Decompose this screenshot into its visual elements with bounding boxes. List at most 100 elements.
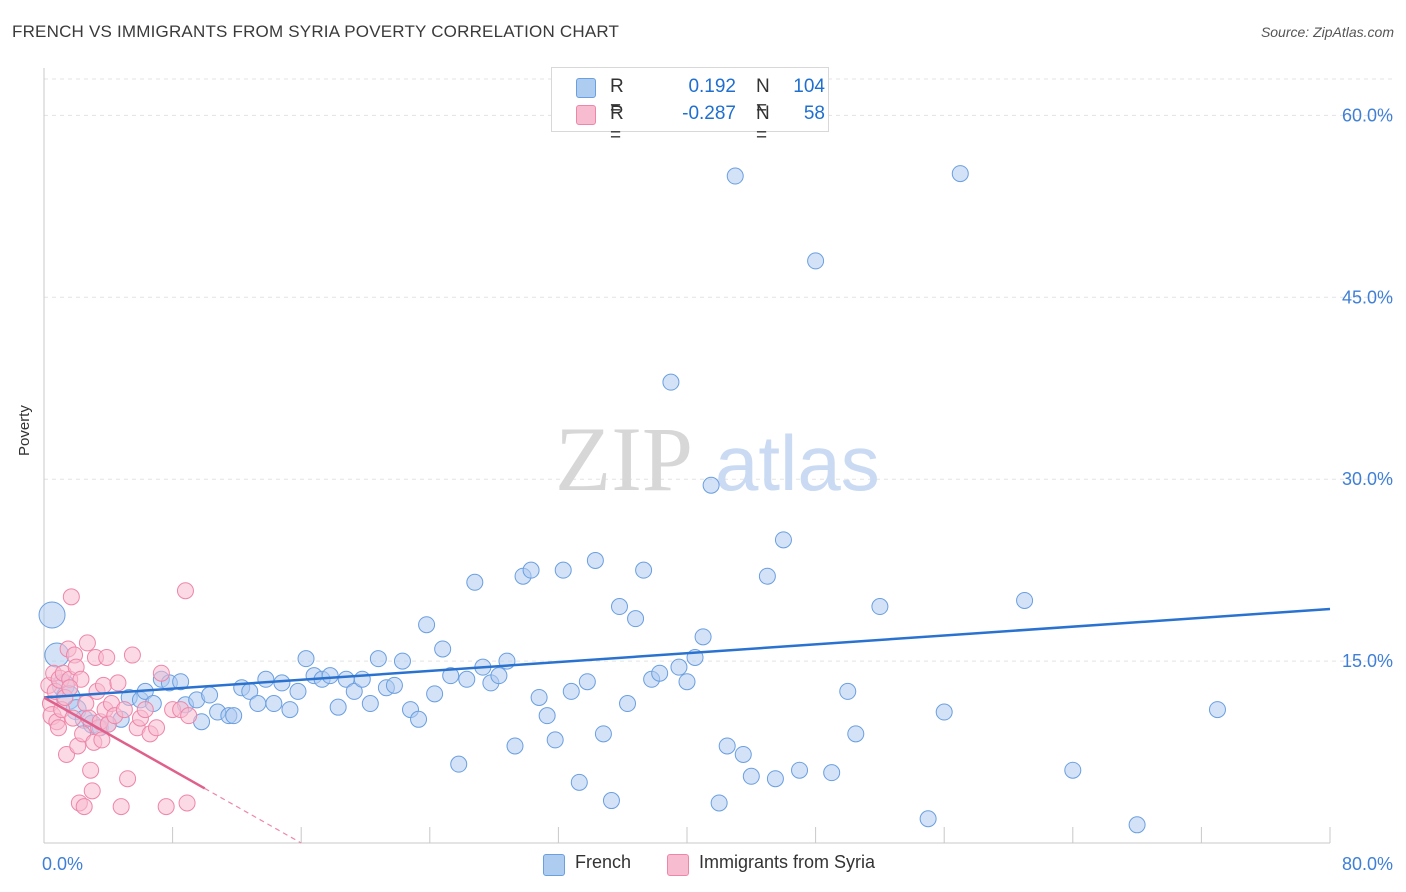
french-point xyxy=(393,652,411,670)
watermark: ZIP atlas xyxy=(555,408,880,510)
y-tick-label: 60.0% xyxy=(1342,105,1393,125)
french-point xyxy=(361,695,379,713)
r-label: R = xyxy=(610,76,624,119)
french-swatch xyxy=(543,854,565,876)
french-point xyxy=(321,667,339,685)
legend-label-syria: Immigrants from Syria xyxy=(699,852,876,872)
syria-point xyxy=(178,794,196,812)
french-point xyxy=(578,673,596,691)
y-tick-label: 15.0% xyxy=(1342,651,1393,671)
french-point xyxy=(847,725,865,743)
french-point xyxy=(530,688,548,706)
french-point xyxy=(434,640,452,658)
french-point xyxy=(586,551,604,569)
syria-point xyxy=(123,646,141,664)
french-point xyxy=(1016,591,1034,609)
french-point xyxy=(418,616,436,634)
french-point xyxy=(651,664,669,682)
french-point xyxy=(554,561,572,579)
french-point xyxy=(774,531,792,549)
french-point xyxy=(249,695,267,713)
syria-point xyxy=(112,798,130,816)
r-label: R = xyxy=(610,103,624,146)
french-point xyxy=(466,573,484,591)
syria-point xyxy=(72,670,90,688)
french-point xyxy=(718,737,736,755)
syria-point xyxy=(82,761,100,779)
source-credit: Source: ZipAtlas.com xyxy=(1260,24,1394,40)
syria-point xyxy=(157,798,175,816)
syria-point xyxy=(152,664,170,682)
french-point xyxy=(951,165,969,183)
syria-point xyxy=(180,707,198,725)
french-point xyxy=(281,701,299,719)
tick-labels: 15.0% 30.0% 45.0% 60.0% 0.0% 80.0% xyxy=(42,105,1393,874)
x-tick-label: 80.0% xyxy=(1342,854,1393,874)
french-point xyxy=(329,698,347,716)
french-point xyxy=(442,667,460,685)
french-point xyxy=(1064,761,1082,779)
syria-swatch xyxy=(667,854,689,876)
x-tick-label: 0.0% xyxy=(42,854,83,874)
french-point xyxy=(694,628,712,646)
french-point xyxy=(627,610,645,628)
french-point xyxy=(458,670,476,688)
french-point xyxy=(546,731,564,749)
french-point xyxy=(726,167,744,185)
french-point xyxy=(662,373,680,391)
french-point xyxy=(791,761,809,779)
legend-label-french: French xyxy=(575,852,632,872)
french-point xyxy=(385,676,403,694)
r-value: -0.287 xyxy=(682,103,736,124)
correlation-legend: R = 0.192 N = 104 R = -0.287 N = 58 xyxy=(551,67,829,146)
french-point xyxy=(919,810,937,828)
french-point xyxy=(670,658,688,676)
french-point xyxy=(734,745,752,763)
french-point xyxy=(1128,816,1146,834)
french-point xyxy=(823,764,841,782)
syria-point xyxy=(136,701,154,719)
syria-point xyxy=(61,679,79,697)
french-point xyxy=(935,703,953,721)
syria-point xyxy=(98,648,116,666)
y-axis-label: Poverty xyxy=(16,405,33,456)
syria-point xyxy=(75,798,93,816)
syria-swatch xyxy=(576,105,596,125)
french-point xyxy=(710,794,728,812)
n-label: N = xyxy=(756,103,770,146)
french-point xyxy=(273,674,291,692)
syria-points xyxy=(40,582,198,816)
french-point xyxy=(490,667,508,685)
french-point xyxy=(369,650,387,668)
syria-point xyxy=(148,719,166,737)
french-point xyxy=(38,601,66,629)
french-point xyxy=(758,567,776,585)
watermark-zip: ZIP xyxy=(555,408,693,510)
syria-point xyxy=(62,588,80,606)
syria-point xyxy=(119,770,137,788)
y-tick-label: 30.0% xyxy=(1342,469,1393,489)
french-point xyxy=(594,725,612,743)
french-point xyxy=(265,695,283,713)
french-point xyxy=(839,682,857,700)
french-point xyxy=(562,682,580,700)
french-point xyxy=(201,686,219,704)
syria-point xyxy=(58,745,76,763)
french-point xyxy=(522,561,540,579)
french-point xyxy=(702,476,720,494)
n-label: N = xyxy=(756,76,770,119)
syria-point xyxy=(176,582,194,600)
french-point xyxy=(506,737,524,755)
syria-point xyxy=(77,695,95,713)
syria-point xyxy=(74,725,92,743)
french-point xyxy=(635,561,653,579)
syria-point xyxy=(94,676,112,694)
french-point xyxy=(610,598,628,616)
chart-title: FRENCH VS IMMIGRANTS FROM SYRIA POVERTY … xyxy=(12,22,620,41)
french-point xyxy=(807,252,825,270)
french-trend-line xyxy=(43,607,1331,699)
french-point xyxy=(257,670,275,688)
french-point xyxy=(678,673,696,691)
syria-trend-line xyxy=(43,696,206,790)
